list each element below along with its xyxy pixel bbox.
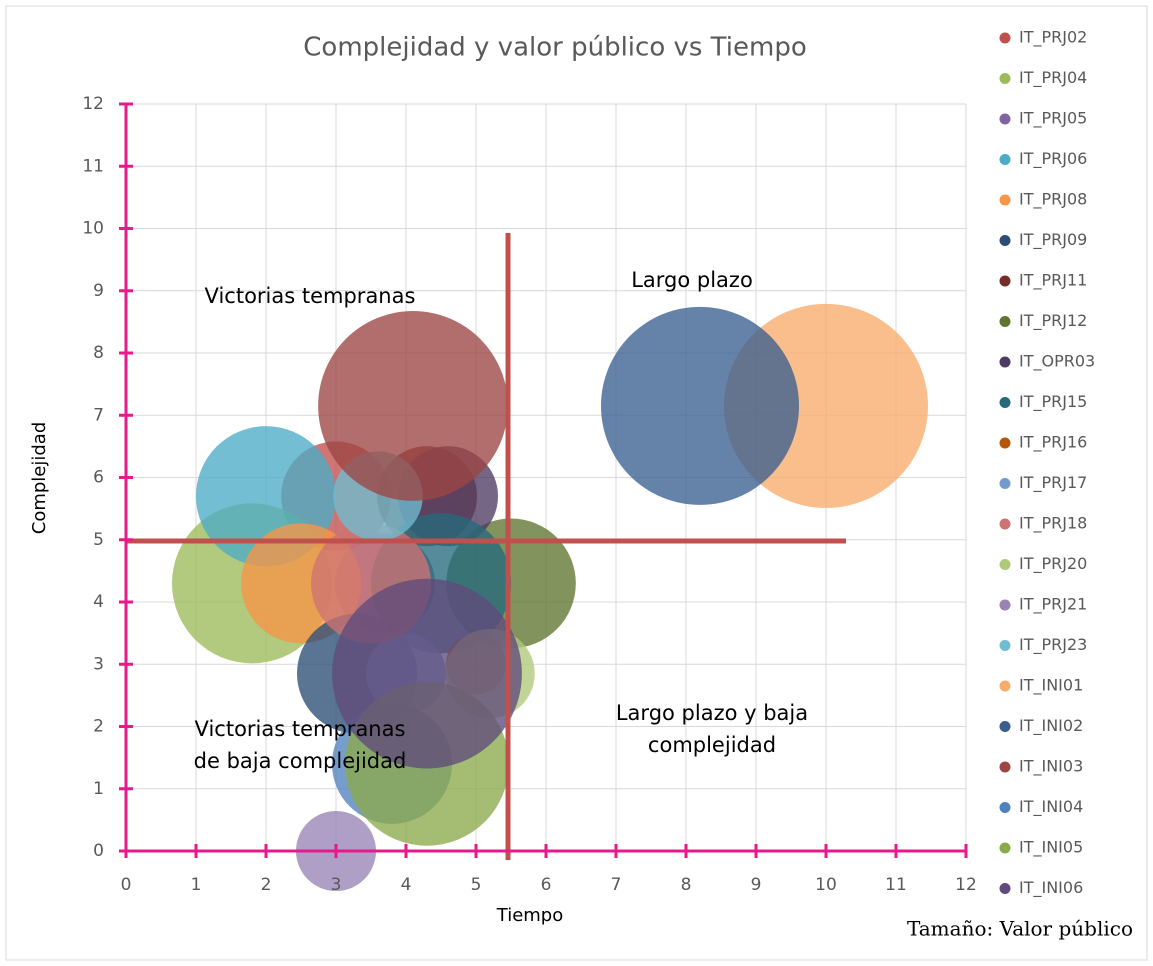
x-tick-label: 3: [331, 875, 342, 895]
legend-marker: [999, 154, 1011, 165]
y-tick-label: 0: [93, 841, 104, 861]
x-tick-label: 9: [751, 875, 762, 895]
annotation: Victorias tempranas: [205, 284, 416, 308]
legend-marker: [999, 802, 1011, 813]
y-tick-label: 10: [82, 219, 104, 239]
size-note: Tamaño: Valor público: [907, 917, 1133, 941]
chart-title: Complejidad y valor público vs Tiempo: [303, 33, 806, 63]
legend-marker: [999, 842, 1011, 854]
legend-label: IT_PRJ08: [1019, 190, 1087, 210]
legend-marker: [999, 194, 1011, 206]
legend-marker: [999, 680, 1011, 692]
x-tick-label: 12: [955, 875, 977, 895]
y-tick-label: 3: [93, 654, 104, 674]
x-tick-label: 8: [681, 875, 692, 895]
legend-marker: [999, 437, 1011, 449]
legend-label: IT_INI04: [1019, 797, 1083, 817]
annotations: Victorias tempranas Largo plazo Victorias …: [194, 268, 808, 773]
legend: IT_PRJ02 IT_PRJ04 IT_PRJ05 IT_PRJ06 IT_PRJ08…: [999, 28, 1095, 898]
y-tick-label: 2: [93, 717, 104, 737]
annotation: complejidad: [648, 733, 776, 757]
x-tick-label: 6: [541, 875, 552, 895]
y-tick-label: 6: [93, 468, 104, 488]
legend-marker: [999, 32, 1011, 44]
annotation: de baja complejidad: [194, 749, 407, 773]
chart-border: [5, 5, 1148, 961]
legend-marker: [999, 640, 1011, 651]
legend-marker: [999, 599, 1011, 611]
annotation: Victorias tempranas: [195, 717, 406, 741]
legend-label: IT_INI01: [1019, 676, 1083, 696]
legend-marker: [999, 883, 1011, 894]
legend-label: IT_PRJ21: [1019, 595, 1087, 615]
x-tick-label: 7: [611, 875, 622, 895]
legend-label: IT_OPR03: [1019, 352, 1095, 372]
legend-label: IT_PRJ09: [1019, 230, 1087, 250]
bubble: [318, 311, 508, 501]
annotation: Largo plazo y baja: [616, 701, 808, 725]
x-axis-label: Tiempo: [496, 905, 564, 926]
x-tick-label: 10: [815, 875, 837, 895]
bubbles: [171, 303, 928, 892]
y-tick-label: 7: [93, 405, 104, 425]
x-tick-label: 1: [191, 875, 202, 895]
annotation: Largo plazo: [631, 268, 753, 292]
legend-label: IT_PRJ16: [1019, 433, 1087, 453]
legend-label: IT_PRJ04: [1019, 68, 1087, 88]
legend-label: IT_PRJ20: [1019, 554, 1087, 574]
legend-marker: [999, 275, 1011, 287]
legend-label: IT_PRJ23: [1019, 635, 1087, 655]
legend-marker: [999, 397, 1011, 408]
legend-label: IT_PRJ05: [1019, 109, 1087, 129]
legend-marker: [999, 721, 1011, 732]
legend-marker: [999, 761, 1011, 773]
y-tick-label: 8: [93, 343, 104, 363]
y-tick-label: 11: [82, 156, 104, 176]
x-tick-label: 0: [121, 875, 132, 895]
legend-label: IT_PRJ06: [1019, 149, 1087, 169]
legend-label: IT_INI02: [1019, 716, 1083, 736]
legend-marker: [999, 356, 1011, 368]
y-axis-label: Complejidad: [29, 422, 50, 535]
y-tick-label: 5: [93, 530, 104, 550]
y-tick-label: 4: [93, 592, 104, 612]
legend-marker: [999, 518, 1011, 530]
legend-marker: [999, 559, 1011, 570]
legend-label: IT_PRJ18: [1019, 514, 1087, 534]
x-tick-label: 11: [885, 875, 907, 895]
x-tick-label: 4: [401, 875, 412, 895]
y-tick-label: 9: [93, 281, 104, 301]
legend-label: IT_PRJ02: [1019, 28, 1087, 48]
legend-marker: [999, 73, 1011, 84]
y-tick-label: 1: [93, 779, 104, 799]
bubble: [332, 578, 522, 769]
legend-label: IT_PRJ15: [1019, 392, 1087, 412]
legend-label: IT_PRJ12: [1019, 311, 1087, 331]
legend-label: IT_INI06: [1019, 878, 1083, 898]
x-tick-label: 5: [471, 875, 482, 895]
x-tick-label: 2: [261, 875, 272, 895]
legend-label: IT_PRJ17: [1019, 473, 1087, 493]
legend-marker: [999, 235, 1011, 246]
legend-label: IT_PRJ11: [1019, 271, 1087, 291]
bubble: [600, 306, 800, 505]
legend-marker: [999, 478, 1011, 489]
legend-label: IT_INI05: [1019, 838, 1083, 858]
legend-marker: [999, 316, 1011, 327]
legend-label: IT_INI03: [1019, 757, 1083, 777]
legend-marker: [999, 113, 1011, 125]
y-tick-label: 12: [82, 94, 104, 114]
